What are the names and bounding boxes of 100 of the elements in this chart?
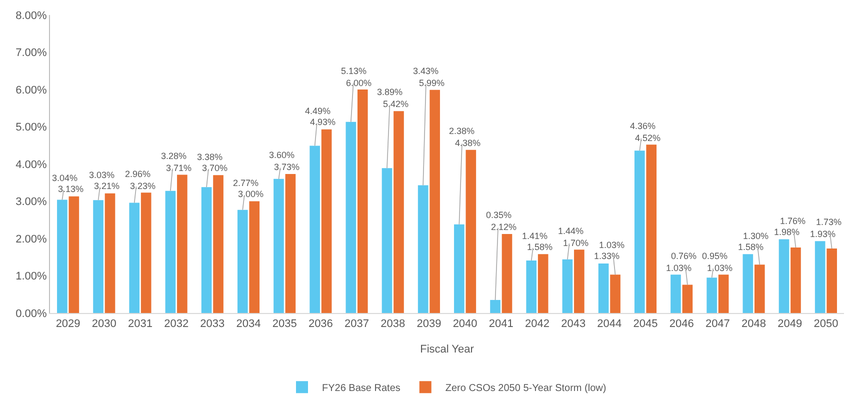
bar <box>104 193 116 313</box>
bar <box>129 202 140 313</box>
x-tick-label: 2044 <box>597 318 622 330</box>
data-label: 3.38% <box>197 152 223 162</box>
data-label: 5.99% <box>419 78 445 88</box>
x-tick-label: 2040 <box>452 318 478 330</box>
data-label: 1.30% <box>743 231 769 241</box>
data-label: 4.38% <box>455 138 481 148</box>
data-label: 3.23% <box>130 181 156 191</box>
bar <box>562 259 573 313</box>
data-label: 1.03% <box>707 263 733 273</box>
data-label: 0.95% <box>702 251 728 261</box>
x-tick-label: 2037 <box>344 318 370 330</box>
data-label: 3.73% <box>274 162 300 172</box>
x-tick-label: 2041 <box>488 318 514 330</box>
x-tick-label: 2030 <box>92 318 116 330</box>
bar <box>490 300 500 313</box>
bar <box>68 196 80 313</box>
y-tick-label: 7.00% <box>16 47 48 60</box>
x-tick-label: 2045 <box>633 318 658 330</box>
y-tick-label: 2.00% <box>16 233 48 246</box>
bar <box>634 150 645 313</box>
data-label: 4.93% <box>310 117 336 127</box>
x-tick-label: 2035 <box>272 318 297 330</box>
data-label: 3.04% <box>52 173 78 183</box>
bar <box>454 224 464 313</box>
data-label: 1.98% <box>774 227 800 237</box>
x-tick-label: 2039 <box>416 318 442 330</box>
bar <box>706 278 717 313</box>
bar <box>574 250 584 313</box>
bar <box>249 201 260 313</box>
bar <box>165 190 176 313</box>
data-label: 1.03% <box>599 240 625 250</box>
data-label: 3.13% <box>58 184 84 194</box>
data-label: 1.03% <box>666 263 692 273</box>
data-label: 1.58% <box>527 242 553 252</box>
data-label: 3.70% <box>202 163 228 173</box>
bar <box>237 210 248 313</box>
bar <box>538 254 548 313</box>
bar <box>57 200 68 313</box>
x-tick-label: 2048 <box>742 318 766 330</box>
bar <box>213 175 224 313</box>
bar <box>357 90 368 313</box>
data-label: 1.76% <box>780 216 806 226</box>
bar <box>790 247 801 313</box>
bar <box>670 274 681 313</box>
bar <box>598 263 609 313</box>
y-tick-label: 1.00% <box>16 270 48 283</box>
data-label: 2.96% <box>125 169 151 179</box>
data-label: 2.12% <box>491 222 517 232</box>
bar <box>274 178 284 313</box>
x-axis-title: Fiscal Year <box>420 343 474 356</box>
y-tick-label: 8.00% <box>16 10 48 22</box>
x-tick-label: 2038 <box>380 318 406 330</box>
data-label: 3.89% <box>377 87 403 97</box>
bar <box>718 274 729 313</box>
bar <box>93 200 104 313</box>
data-label: 5.42% <box>383 99 409 109</box>
data-label: 1.44% <box>558 226 584 236</box>
x-tick-label: 2046 <box>669 318 694 330</box>
data-label: 0.35% <box>486 210 512 220</box>
data-label: 3.00% <box>238 189 264 199</box>
data-label: 6.00% <box>346 78 372 88</box>
bar <box>346 122 356 313</box>
bar <box>321 129 332 313</box>
data-label: 1.41% <box>522 231 548 241</box>
data-label: 1.73% <box>816 217 842 227</box>
bar <box>754 264 765 313</box>
x-tick-label: 2036 <box>308 318 333 330</box>
bar <box>430 90 440 313</box>
data-label: 4.36% <box>630 121 656 131</box>
y-tick-label: 4.00% <box>16 158 48 171</box>
bar <box>742 254 754 313</box>
data-label: 4.52% <box>635 133 661 143</box>
x-tick-label: 2050 <box>814 318 838 330</box>
x-tick-label: 2029 <box>56 318 80 330</box>
data-label: 3.43% <box>413 66 439 76</box>
bar <box>526 260 537 313</box>
x-tick-label: 2033 <box>200 318 225 330</box>
x-tick-label: 2031 <box>128 318 152 330</box>
bar <box>382 168 392 313</box>
legend-label: FY26 Base Rates <box>322 383 400 394</box>
bar <box>682 284 693 313</box>
bar <box>201 187 212 313</box>
data-label: 3.28% <box>161 151 187 161</box>
x-tick-label: 2047 <box>705 318 730 330</box>
data-label: 1.70% <box>563 238 589 248</box>
bar <box>418 185 428 313</box>
x-tick-label: 2032 <box>164 318 189 330</box>
y-tick-label: 3.00% <box>16 196 48 208</box>
bar <box>310 146 320 313</box>
bar <box>140 192 152 313</box>
x-tick-label: 2049 <box>778 318 802 330</box>
bar <box>177 174 188 313</box>
x-tick-label: 2043 <box>561 318 586 330</box>
bar <box>610 274 620 313</box>
data-label: 3.03% <box>89 170 115 180</box>
x-tick-label: 2034 <box>236 318 261 330</box>
data-label: 1.93% <box>810 229 836 239</box>
y-tick-label: 5.00% <box>16 122 48 134</box>
